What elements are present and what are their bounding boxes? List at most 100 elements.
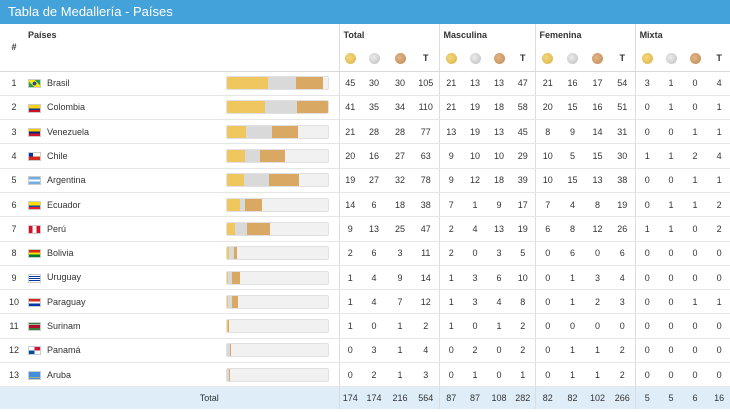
total-gold-cell: 19 [338,168,361,193]
table-row[interactable]: 12 Panamá 0 3 1 4 0 2 0 2 0 1 1 2 0 0 0 0 [0,338,730,364]
gold-medal-icon [641,52,653,64]
femenina-bronze-cell: 1 [585,362,611,388]
mixta-total-cell: 0 [707,338,730,364]
femenina-total-cell: 26 [610,216,636,242]
femenina-total-cell: 6 [610,241,636,266]
country-name: Uruguay [47,272,82,283]
country-name: Brasil [47,78,70,89]
group-header-masculina: Masculina [438,24,536,46]
silver-bar-segment [227,344,230,357]
femenina-bronze-cell: 12 [585,216,611,242]
silver-bar-segment [239,198,246,211]
mixta-silver-cell: 1 [659,143,684,169]
total-silver-cell: 30 [361,71,387,96]
masculina-silver-cell: 4 [463,216,488,242]
country-name: Colombia [47,102,86,113]
masculina-silver-cell: 19 [463,119,488,145]
table-row[interactable]: 2 Colombia 41 35 34 110 21 19 18 58 20 15 16 51 0 1 0 1 [0,95,730,121]
femenina-total-cell: 51 [610,95,636,121]
femenina-total-cell: 31 [610,119,636,145]
mixta-total-cell: 2 [707,216,730,242]
medal-bar-cell [224,95,339,121]
table-row[interactable]: 3 Venezuela 21 28 28 77 13 19 13 45 8 9 14 31 0 0 1 1 [0,119,730,145]
masculina-gold-cell: 2 [438,241,464,266]
mixta-bronze-cell: 2 [683,143,708,169]
masculina-silver-cell: 0 [463,241,488,266]
total-silver-cell: 0 [361,313,387,339]
femenina-gold-cell: 7 [534,192,561,218]
masculina-bronze-cell: 3 [487,241,512,266]
masculina-total-cell: 2 [511,313,536,339]
masculina-total-header: T [511,46,536,72]
mixta-gold-cell: 0 [634,313,660,339]
total-bronze-cell: 9 [387,265,413,291]
masculina-bronze-cell: 13 [487,216,512,242]
bronze-medal-icon [592,52,604,64]
country-name: Panamá [47,345,81,356]
masculina-silver-cell: 0 [463,313,488,339]
bronze-bar-segment [296,101,328,114]
femenina-silver-header [560,46,586,72]
footer-femenina-silver: 82 [560,386,586,409]
table-row[interactable]: 5 Argentina 19 27 32 78 9 12 18 39 10 15 13 38 0 0 1 1 [0,168,730,193]
masculina-gold-header [438,46,464,72]
table-row[interactable]: 13 Aruba 0 2 1 3 0 1 0 1 0 1 1 2 0 0 0 0 [0,362,730,388]
table-row[interactable]: 4 Chile 20 16 27 63 9 10 10 29 10 5 15 30 1 1 2 4 [0,143,730,169]
masculina-gold-cell: 7 [438,192,464,218]
table-row[interactable]: 8 Bolivia 2 6 3 11 2 0 3 5 0 6 0 6 0 0 0 0 [0,241,730,266]
country-name: Bolivia [47,248,74,259]
total-silver-cell: 4 [361,289,387,315]
country-cell: Bolivia [28,241,224,266]
masculina-silver-cell: 2 [463,338,488,364]
silver-bar-segment [264,101,297,114]
femenina-total-cell: 38 [610,168,636,193]
masculina-silver-cell: 3 [463,289,488,315]
bronze-bar-segment [231,271,240,284]
medal-bar-cell [224,313,339,339]
femenina-bronze-cell: 3 [585,265,611,291]
rank-cell: 11 [0,313,28,339]
mixta-total-cell: 0 [707,241,730,266]
medal-bar [226,76,329,91]
masculina-gold-cell: 21 [438,71,464,96]
femenina-bronze-cell: 13 [585,168,611,193]
femenina-gold-cell: 0 [534,289,561,315]
mixta-gold-cell: 0 [634,265,660,291]
mixta-gold-cell: 0 [634,338,660,364]
flag-icon [28,79,41,89]
rank-cell: 2 [0,95,28,121]
masculina-total-cell: 29 [511,143,536,169]
total-total-cell: 12 [413,289,440,315]
rank-cell: 12 [0,338,28,364]
group-header-mixta: Mixta [634,24,730,46]
country-name: Surinam [47,321,81,332]
country-cell: Panamá [28,338,224,364]
total-total-cell: 47 [413,216,440,242]
rank-cell: 1 [0,71,28,96]
flag-icon [28,249,41,259]
group-header-total: Total [338,24,440,46]
footer-femenina-total: 266 [610,386,636,409]
femenina-silver-cell: 16 [560,71,586,96]
masculina-gold-cell: 9 [438,143,464,169]
table-row[interactable]: 6 Ecuador 14 6 18 38 7 1 9 17 7 4 8 19 0 1 1 2 [0,192,730,218]
table-row[interactable]: 10 Paraguay 1 4 7 12 1 3 4 8 0 1 2 3 0 0 1 1 [0,289,730,315]
masculina-total-cell: 1 [511,362,536,388]
total-bronze-cell: 1 [387,362,413,388]
medal-bar [226,100,329,115]
table-row[interactable]: 9 Uruguay 1 4 9 14 1 3 6 10 0 1 3 4 0 0 0 0 [0,265,730,291]
masculina-total-cell: 58 [511,95,536,121]
group-header-femenina: Femenina [534,24,636,46]
total-total-cell: 11 [413,241,440,266]
table-row[interactable]: 11 Surinam 1 0 1 2 1 0 1 2 0 0 0 0 0 0 0 0 [0,313,730,339]
femenina-total-cell: 0 [610,313,636,339]
total-total-cell: 2 [413,313,440,339]
footer-masculina-total: 282 [511,386,536,409]
table-row[interactable]: 1 Brasil 45 30 30 105 21 13 13 47 21 16 17 54 3 1 0 4 [0,71,730,96]
country-cell: Uruguay [28,265,224,291]
femenina-silver-cell: 6 [560,241,586,266]
gold-bar-segment [227,125,247,138]
footer-masculina-silver: 87 [463,386,488,409]
country-name: Chile [47,150,68,161]
table-row[interactable]: 7 Perú 9 13 25 47 2 4 13 19 6 8 12 26 1 1 0 2 [0,216,730,242]
